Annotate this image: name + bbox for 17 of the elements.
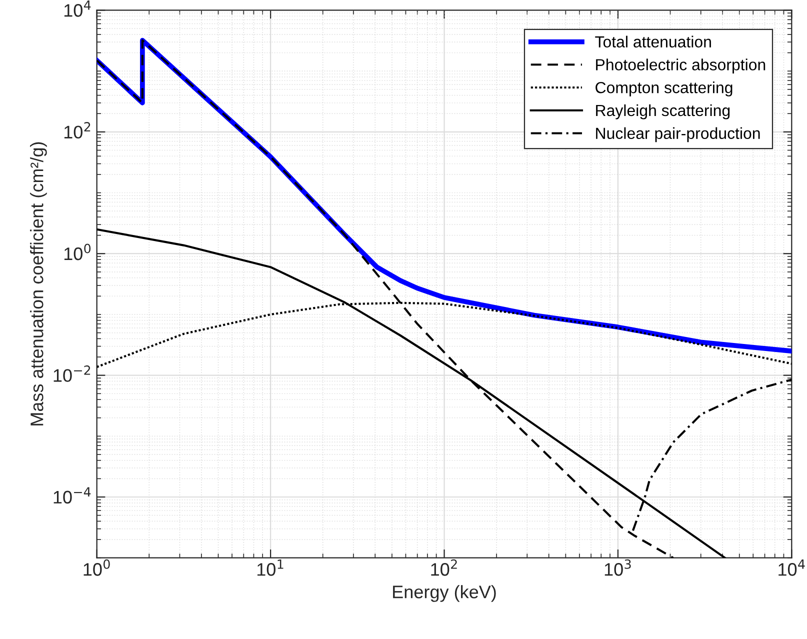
legend-label: Photoelectric absorption xyxy=(596,58,766,74)
y-tick-label: 10$^{−4}$ xyxy=(54,487,91,504)
x-axis-title: Energy (keV) xyxy=(393,585,496,602)
x-tick-label: 10$^{3}$ xyxy=(604,559,631,576)
legend-label: Rayleigh scattering xyxy=(596,104,730,120)
y-tick-label: 10$^{−2}$ xyxy=(54,365,90,382)
x-tick-label: 10$^{0}$ xyxy=(84,559,110,576)
x-tick-label: 10$^{1}$ xyxy=(257,560,284,576)
y-tick-label: 10$^{4}$ xyxy=(64,0,91,17)
legend-label: Nuclear pair-production xyxy=(596,127,760,142)
x-tick-label: 10$^{4}$ xyxy=(778,560,805,576)
legend-label: Compton scattering xyxy=(596,82,732,96)
legend-label: Total attenuation xyxy=(595,36,711,48)
x-tick-label: 10$^{2}$ xyxy=(431,559,457,576)
y-tick-label: 10$^{2}$ xyxy=(64,122,90,138)
y-axis-title: Mass attenuation coefficient (cm²/g) xyxy=(30,142,47,426)
y-tick-label: 10$^{0}$ xyxy=(64,244,91,260)
